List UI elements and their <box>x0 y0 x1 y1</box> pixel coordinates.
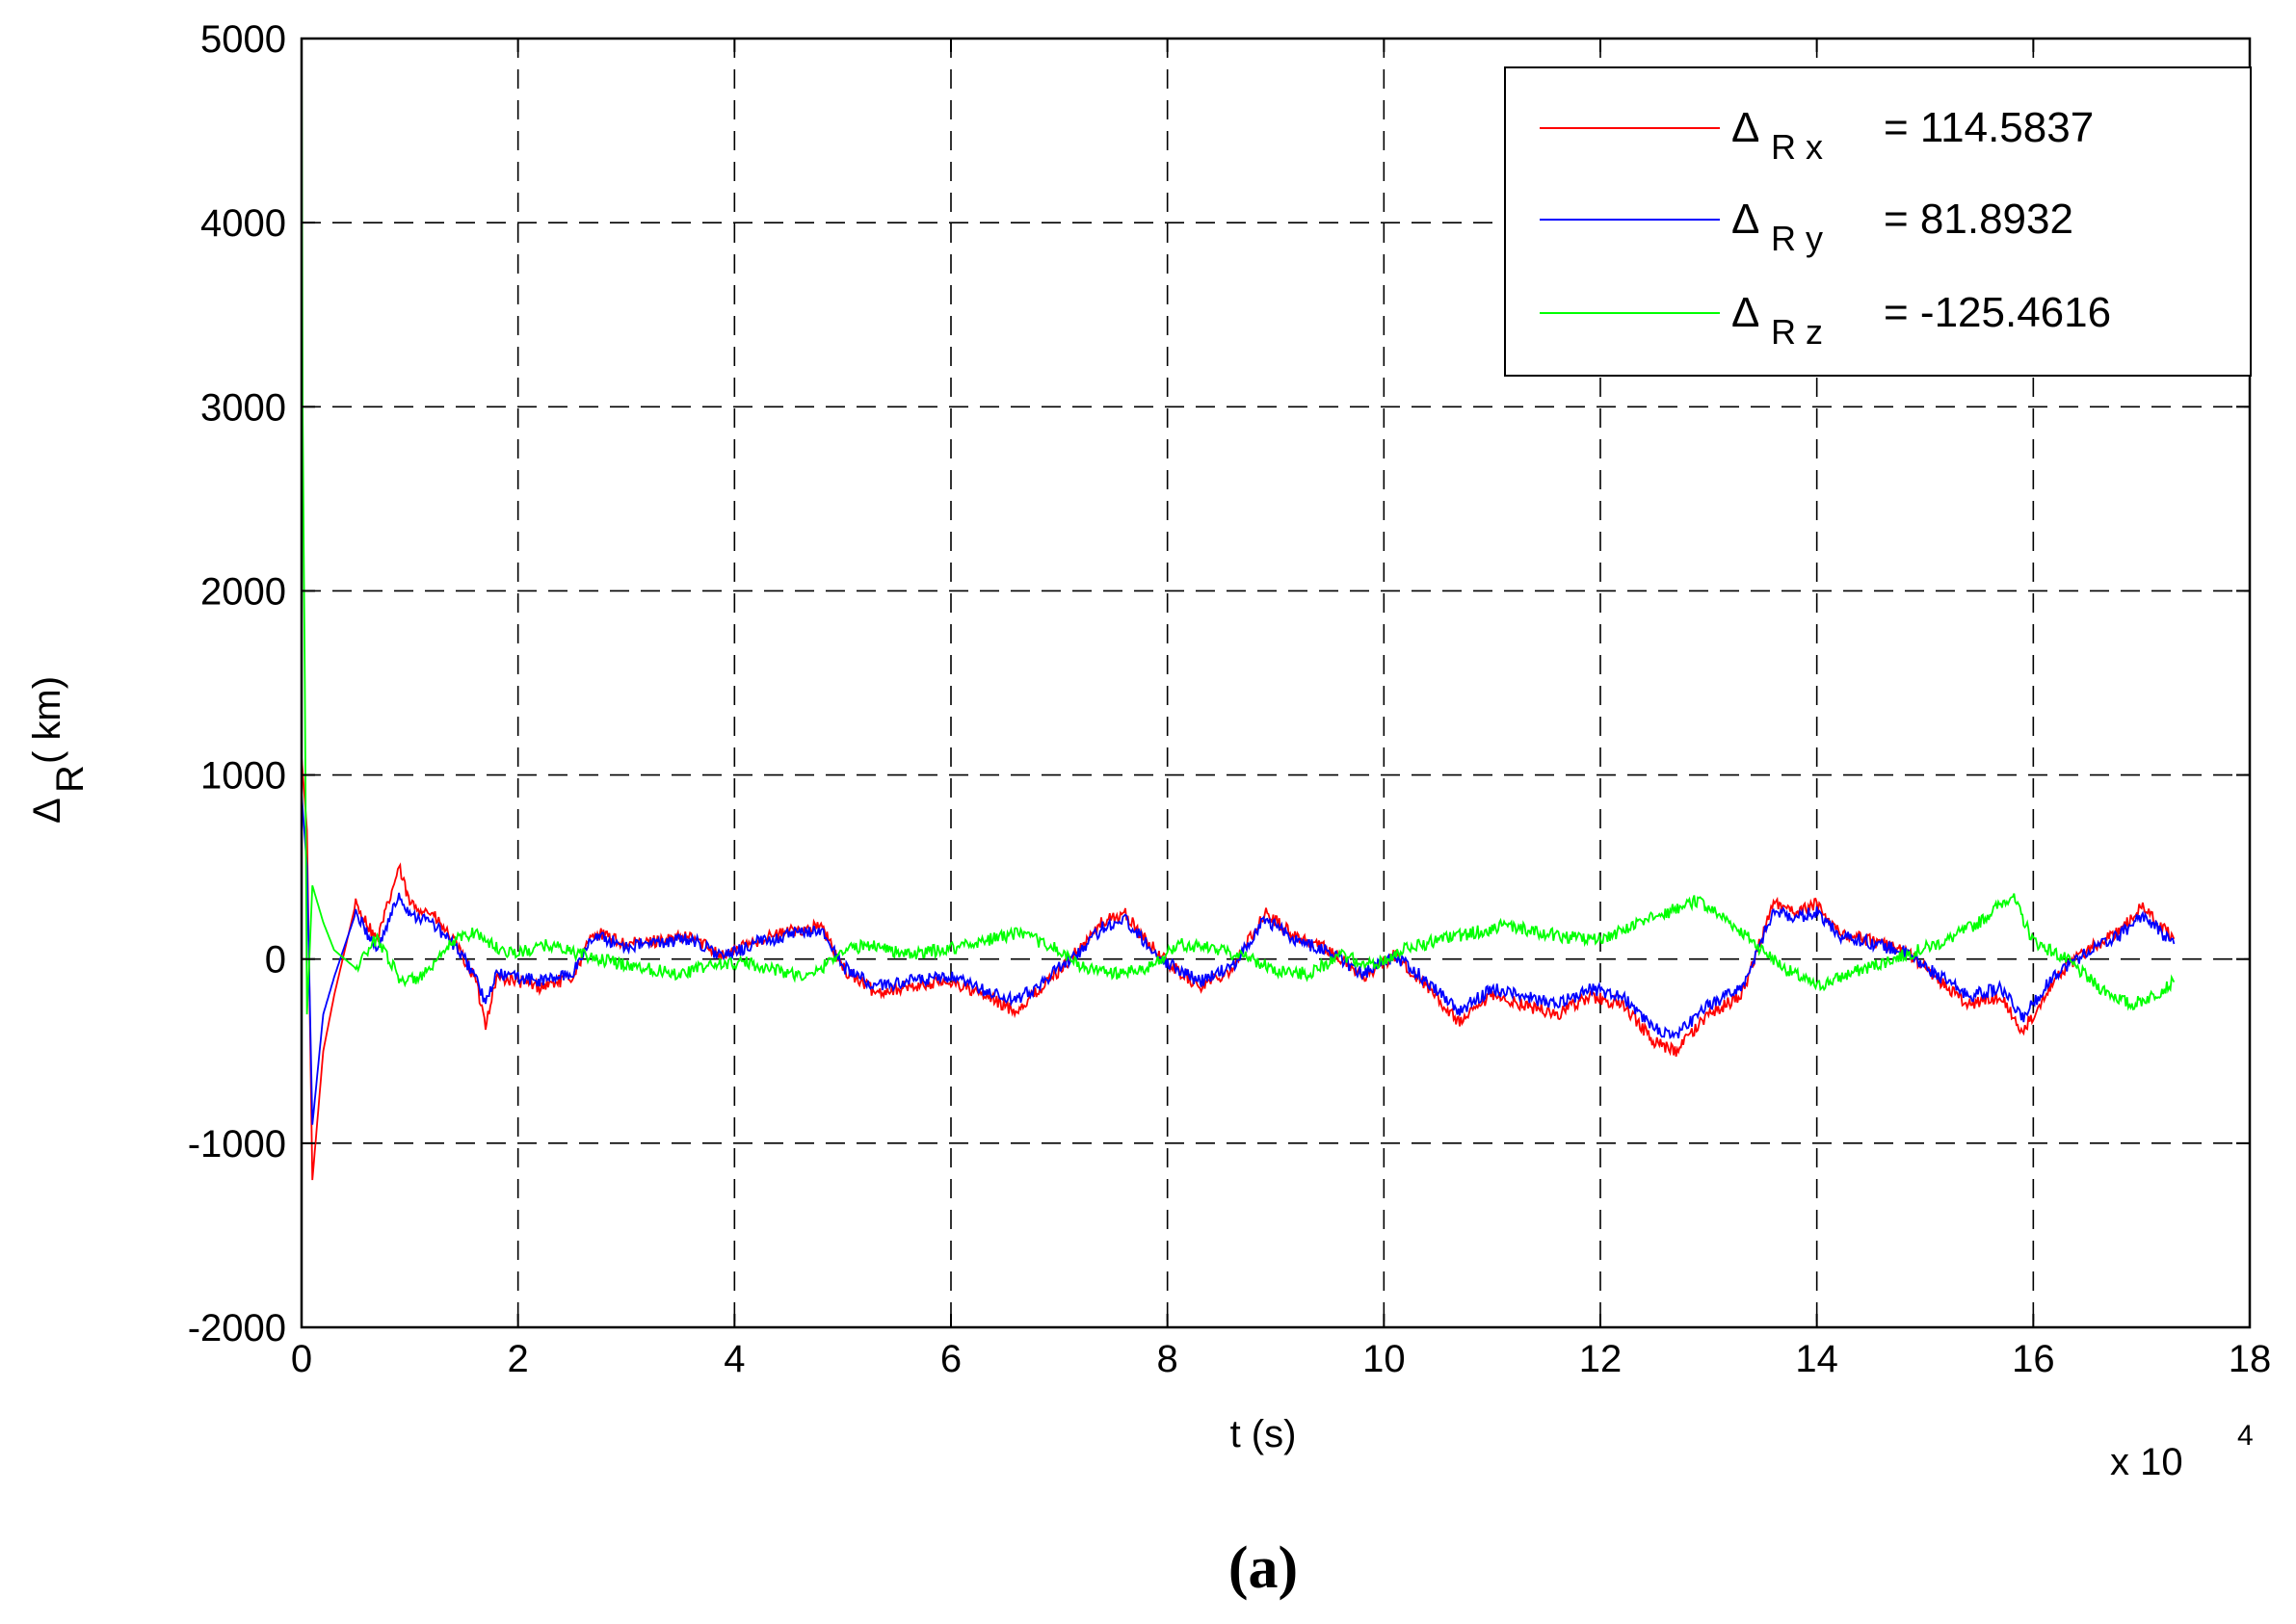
x-tick-label: 18 <box>2229 1338 2272 1380</box>
x-tick-label: 4 <box>724 1338 745 1380</box>
series-line-2 <box>301 793 2176 1125</box>
series-lines <box>301 38 2176 1181</box>
x-tick-label: 6 <box>940 1338 962 1380</box>
x-axis-multiplier: x 10 4 <box>2110 1420 2254 1483</box>
y-tick-label: 0 <box>265 939 286 982</box>
y-axis-ticks: -2000 -1000 0 1000 2000 3000 4000 5000 <box>188 18 2250 1349</box>
x-tick-label: 8 <box>1157 1338 1178 1380</box>
series-line-1 <box>301 756 2176 1181</box>
x-tick-label: 16 <box>2012 1338 2055 1380</box>
y-tick-label: 4000 <box>200 202 286 245</box>
y-tick-label: 3000 <box>200 386 286 429</box>
y-tick-label: -2000 <box>188 1307 286 1349</box>
x-axis-ticks: 0 2 4 6 8 10 12 14 16 18 <box>291 39 2271 1380</box>
x-tick-label: 12 <box>1579 1338 1623 1380</box>
x-tick-label: 2 <box>508 1338 529 1380</box>
svg-text:4: 4 <box>2237 1420 2254 1452</box>
legend: Δ R x = 114.5837 Δ R y = 81.8932 Δ R z = -125.46… <box>1504 66 2252 377</box>
series-line-3 <box>301 38 2176 1015</box>
legend-subscript: R z <box>1771 312 1823 352</box>
plot-area-frame <box>300 37 2252 1329</box>
svg-text:x 10: x 10 <box>2110 1441 2183 1483</box>
x-tick-label: 0 <box>291 1338 312 1380</box>
legend-value: = -125.4616 <box>1884 289 2111 336</box>
x-axis-label: t (s) <box>1230 1413 1297 1455</box>
svg-text:( km): ( km) <box>26 676 68 764</box>
grid-lines <box>302 39 2250 1327</box>
y-tick-label: 2000 <box>200 570 286 613</box>
y-tick-label: 1000 <box>200 755 286 798</box>
y-axis-label: Δ R ( km) <box>26 676 92 824</box>
figure-caption: (a) <box>1228 1535 1298 1601</box>
svg-text:R: R <box>49 765 92 793</box>
legend-subscript: R x <box>1771 127 1823 167</box>
legend-box <box>1504 66 2252 377</box>
legend-symbol: Δ <box>1731 289 1759 336</box>
legend-symbol: Δ <box>1731 196 1759 243</box>
x-tick-label: 14 <box>1795 1338 1838 1380</box>
legend-symbol: Δ <box>1731 104 1759 151</box>
y-tick-label: -1000 <box>188 1123 286 1166</box>
x-tick-label: 10 <box>1362 1338 1406 1380</box>
svg-text:Δ: Δ <box>26 798 68 824</box>
legend-value: = 81.8932 <box>1884 196 2073 243</box>
y-tick-label: 5000 <box>200 18 286 61</box>
legend-subscript: R y <box>1771 219 1823 258</box>
legend-value: = 114.5837 <box>1884 104 2094 151</box>
